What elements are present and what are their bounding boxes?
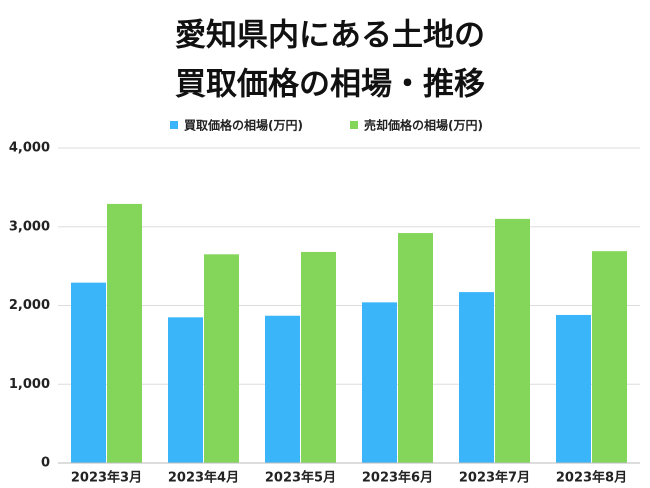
y-tick-label: 4,000: [9, 141, 50, 156]
legend-label: 売却価格の相場(万円): [364, 118, 483, 133]
x-tick-label: 2023年3月: [71, 470, 142, 486]
bar: [204, 254, 239, 463]
chart-title: 愛知県内にある土地の: [175, 18, 485, 54]
y-tick-label: 3,000: [9, 219, 50, 234]
y-tick-label: 0: [41, 456, 50, 471]
legend-swatch: [350, 121, 358, 129]
bar: [362, 302, 397, 463]
bar: [107, 203, 142, 463]
x-tick-label: 2023年5月: [265, 470, 336, 486]
x-tick-label: 2023年4月: [168, 470, 239, 486]
bar: [495, 218, 530, 463]
legend-swatch: [170, 121, 178, 129]
bar: [168, 317, 203, 463]
y-tick-label: 1,000: [9, 377, 50, 392]
legend-label: 買取価格の相場(万円): [184, 118, 303, 133]
chart-title: 買取価格の相場・推移: [175, 67, 485, 103]
x-tick-label: 2023年8月: [556, 470, 627, 486]
bar: [301, 251, 336, 463]
x-tick-label: 2023年6月: [362, 470, 433, 486]
y-tick-label: 2,000: [9, 298, 50, 313]
bar: [556, 314, 591, 463]
bar: [398, 233, 433, 463]
bar: [71, 282, 106, 463]
bar: [265, 315, 300, 463]
x-tick-label: 2023年7月: [459, 470, 530, 486]
bar: [592, 251, 627, 463]
bar: [459, 292, 494, 463]
